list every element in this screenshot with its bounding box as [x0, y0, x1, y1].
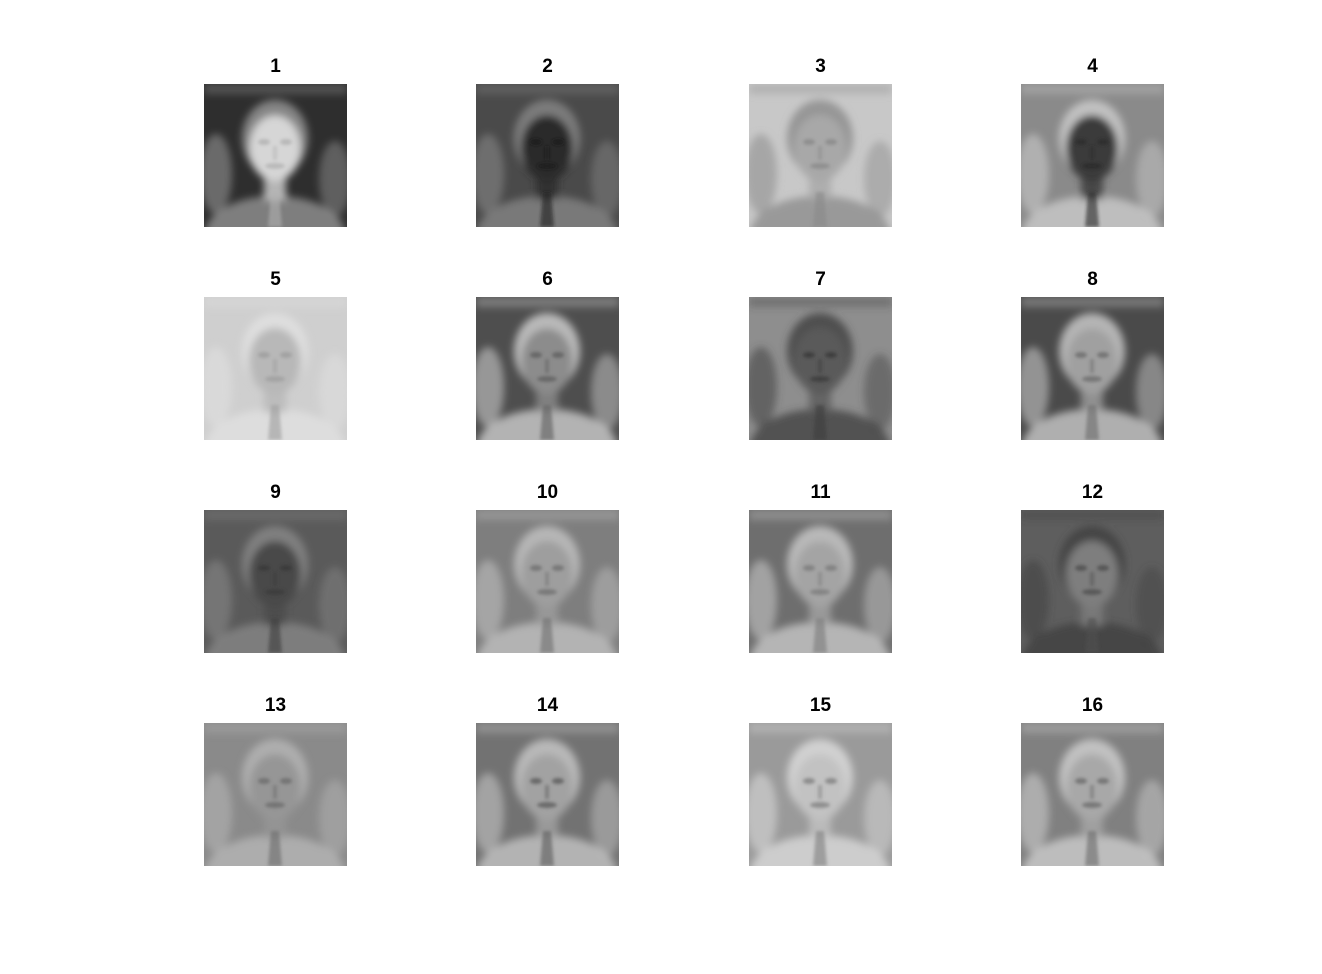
- panel-title: 7: [815, 269, 826, 290]
- panel-title: 6: [542, 269, 553, 290]
- face-image: [1021, 510, 1164, 653]
- panel-title: 8: [1087, 269, 1098, 290]
- face-image: [749, 723, 892, 866]
- face-image: [476, 510, 619, 653]
- panel-title: 2: [542, 56, 553, 77]
- panel-title: 15: [809, 695, 832, 716]
- face-image: [1021, 84, 1164, 227]
- panel-title: 12: [1081, 482, 1104, 503]
- face-image: [476, 297, 619, 440]
- face-image: [476, 84, 619, 227]
- face-image: [476, 723, 619, 866]
- panel-title: 3: [815, 56, 826, 77]
- panel-title: 4: [1087, 56, 1098, 77]
- panel-title: 5: [270, 269, 281, 290]
- face-image: [1021, 723, 1164, 866]
- panel-title: 16: [1081, 695, 1104, 716]
- face-image: [204, 297, 347, 440]
- panel-title: 1: [270, 56, 281, 77]
- panel-title: 14: [536, 695, 559, 716]
- face-image: [749, 297, 892, 440]
- face-image: [1021, 297, 1164, 440]
- panel-title: 10: [536, 482, 559, 503]
- face-image: [204, 84, 347, 227]
- panel-title: 9: [270, 482, 281, 503]
- face-image: [204, 510, 347, 653]
- panel-title: 11: [810, 482, 831, 503]
- panel-title: 13: [264, 695, 287, 716]
- face-image: [749, 510, 892, 653]
- face-image: [749, 84, 892, 227]
- face-image: [204, 723, 347, 866]
